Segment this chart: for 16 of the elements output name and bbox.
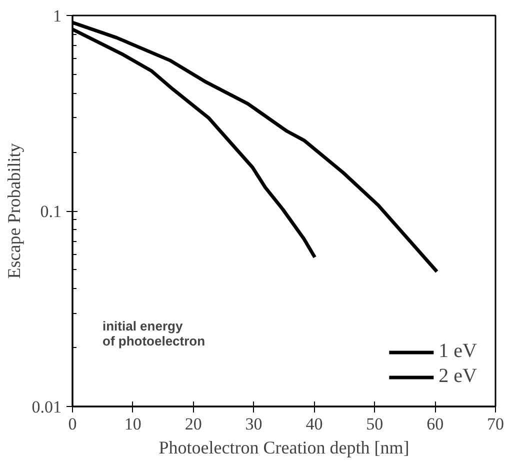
legend-label: 1 eV xyxy=(438,340,477,363)
x-tick-label: 40 xyxy=(306,414,323,434)
x-tick-label: 10 xyxy=(124,414,142,434)
y-tick-label: 1 xyxy=(53,6,62,26)
x-axis-title: Photoelectron Creation depth [nm] xyxy=(158,438,410,458)
x-tick-label: 20 xyxy=(184,414,202,434)
legend-title: initial energy of photoelectron xyxy=(102,318,206,348)
y-axis-title: Escape Probability xyxy=(4,143,24,279)
legend-label: 2 eV xyxy=(438,365,477,388)
x-tick-label: 60 xyxy=(426,414,444,434)
y-tick-label: 0.01 xyxy=(32,398,62,416)
y-tick-label: 0.1 xyxy=(40,202,62,221)
x-tick-label: 30 xyxy=(245,414,262,434)
x-tick-label: 0 xyxy=(68,414,77,434)
x-tick-label: 50 xyxy=(366,414,384,434)
x-tick-label: 70 xyxy=(487,414,504,434)
